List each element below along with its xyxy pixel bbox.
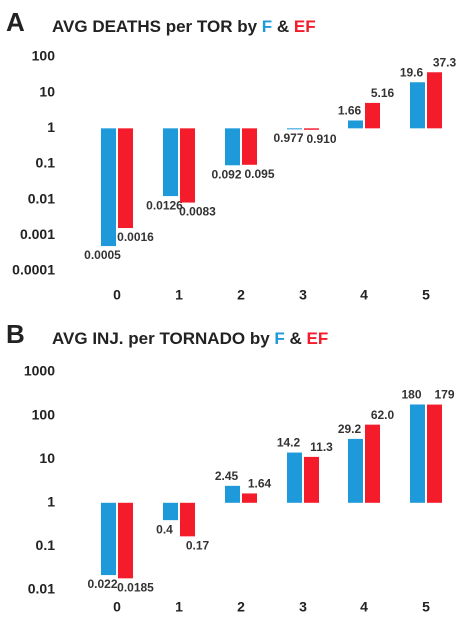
- value-label: 0.022: [87, 577, 117, 591]
- value-label: 0.095: [244, 167, 274, 181]
- x-tick-label: 5: [422, 287, 430, 303]
- bar: [410, 82, 425, 129]
- panel-label: B: [6, 319, 25, 349]
- bar: [242, 493, 257, 503]
- bar: [287, 452, 302, 503]
- chart-title: AVG DEATHS per TOR by F & EF: [52, 17, 316, 36]
- x-tick-label: 1: [175, 599, 183, 615]
- value-label: 0.17: [186, 539, 210, 553]
- y-tick-label: 0.1: [36, 537, 56, 553]
- y-tick-label: 1: [47, 119, 55, 135]
- x-tick-label: 2: [237, 287, 245, 303]
- value-label: 0.0016: [117, 230, 154, 244]
- x-tick-label: 2: [237, 599, 245, 615]
- bar: [180, 502, 195, 537]
- panel-label: A: [6, 7, 25, 37]
- value-label: 0.0126: [146, 198, 183, 212]
- value-label: 0.0005: [84, 248, 121, 262]
- bar: [410, 404, 425, 503]
- value-label: 19.6: [400, 65, 424, 79]
- x-tick-label: 4: [360, 599, 368, 615]
- value-label: 14.2: [277, 436, 301, 450]
- bar: [304, 128, 319, 130]
- bar: [225, 485, 240, 503]
- bar: [287, 128, 302, 130]
- value-label: 37.3: [433, 55, 457, 69]
- bar: [163, 128, 178, 197]
- bar: [365, 102, 380, 129]
- y-tick-label: 1: [47, 494, 55, 510]
- value-label: 0.0083: [179, 205, 216, 219]
- y-tick-label: 0.01: [28, 581, 55, 597]
- y-tick-label: 0.0001: [12, 262, 55, 278]
- y-tick-label: 0.001: [20, 226, 55, 242]
- bar: [118, 128, 133, 229]
- x-tick-label: 3: [299, 599, 307, 615]
- value-label: 0.092: [211, 167, 241, 181]
- bar: [348, 120, 363, 129]
- value-label: 0.977: [273, 131, 303, 145]
- bar: [101, 128, 116, 247]
- value-label: 62.0: [371, 408, 395, 422]
- value-label: 0.4: [156, 522, 173, 536]
- bar: [118, 502, 133, 579]
- bar: [348, 438, 363, 503]
- chart-title: AVG INJ. per TORNADO by F & EF: [52, 329, 328, 348]
- value-label: 0.910: [306, 132, 336, 146]
- x-tick-label: 5: [422, 599, 430, 615]
- bar: [304, 456, 319, 503]
- x-tick-label: 4: [360, 287, 368, 303]
- bar: [163, 502, 178, 521]
- x-tick-label: 1: [175, 287, 183, 303]
- bar: [242, 128, 257, 165]
- y-tick-label: 10: [39, 450, 55, 466]
- y-tick-label: 10: [39, 83, 55, 99]
- value-label: 5.16: [371, 86, 395, 100]
- y-tick-label: 0.01: [28, 190, 55, 206]
- y-tick-label: 100: [32, 48, 56, 64]
- x-tick-label: 3: [299, 287, 307, 303]
- x-tick-label: 0: [113, 599, 121, 615]
- bar: [101, 502, 116, 576]
- bar: [180, 128, 195, 203]
- y-tick-label: 100: [32, 406, 56, 422]
- bar: [225, 128, 240, 166]
- value-label: 1.66: [338, 104, 362, 118]
- value-label: 2.45: [215, 469, 239, 483]
- y-tick-label: 1000: [24, 363, 55, 379]
- value-label: 179: [434, 388, 454, 402]
- x-tick-label: 0: [113, 287, 121, 303]
- bar: [427, 72, 442, 129]
- value-label: 11.3: [310, 440, 333, 454]
- value-label: 0.0185: [117, 581, 154, 595]
- bar: [365, 424, 380, 503]
- value-label: 180: [401, 388, 421, 402]
- y-tick-label: 0.1: [36, 155, 56, 171]
- value-label: 1.64: [248, 477, 272, 491]
- bar: [427, 404, 442, 503]
- value-label: 29.2: [338, 422, 362, 436]
